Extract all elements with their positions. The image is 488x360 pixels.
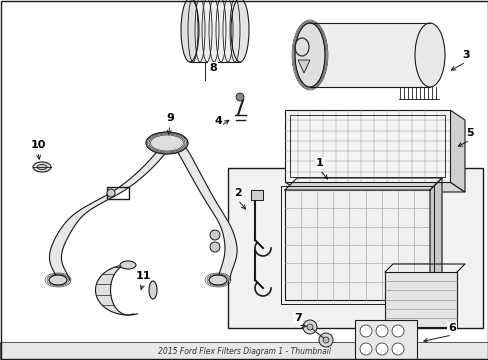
Circle shape [375,343,387,355]
Polygon shape [95,265,137,315]
Circle shape [303,320,316,334]
Text: 3: 3 [461,50,469,60]
Circle shape [306,324,312,330]
Circle shape [391,325,403,337]
Circle shape [359,325,371,337]
Circle shape [236,93,244,101]
Bar [281,186,433,304]
Circle shape [107,189,115,197]
Bar [384,272,456,327]
Ellipse shape [294,23,325,87]
Text: 8: 8 [209,63,217,73]
Polygon shape [297,60,309,73]
Polygon shape [49,148,170,280]
Bar [309,23,429,87]
Ellipse shape [149,281,157,299]
Bar [250,190,263,200]
Bar [190,0,240,62]
Text: 11: 11 [135,271,150,281]
Ellipse shape [181,0,199,62]
Bar [285,190,429,300]
Ellipse shape [414,23,444,87]
Text: 1: 1 [315,158,323,168]
Circle shape [318,333,332,347]
Bar [227,168,482,328]
Polygon shape [429,178,441,300]
Ellipse shape [208,275,226,285]
Text: 7: 7 [293,313,301,323]
Ellipse shape [230,0,248,62]
Text: 4: 4 [214,116,222,126]
Bar [285,110,449,182]
Circle shape [209,230,220,240]
Text: 10: 10 [30,140,45,150]
Ellipse shape [120,261,136,269]
Circle shape [209,242,220,252]
Ellipse shape [146,132,187,154]
Ellipse shape [33,162,51,172]
Text: 2: 2 [234,188,242,198]
Bar [354,320,416,360]
Text: 6: 6 [447,323,455,333]
Circle shape [323,337,328,343]
Text: 9: 9 [166,113,174,123]
Circle shape [391,343,403,355]
Circle shape [375,325,387,337]
Polygon shape [175,148,237,280]
Polygon shape [285,182,464,192]
Polygon shape [449,110,464,192]
Bar [107,187,129,199]
Circle shape [359,343,371,355]
Polygon shape [285,178,441,190]
Bar [289,115,444,177]
Bar [0,342,488,360]
Ellipse shape [294,38,308,56]
Ellipse shape [37,165,47,170]
Text: 5: 5 [465,128,473,138]
Ellipse shape [49,275,67,285]
Text: 2015 Ford Flex Filters Diagram 1 - Thumbnail: 2015 Ford Flex Filters Diagram 1 - Thumb… [157,346,330,356]
